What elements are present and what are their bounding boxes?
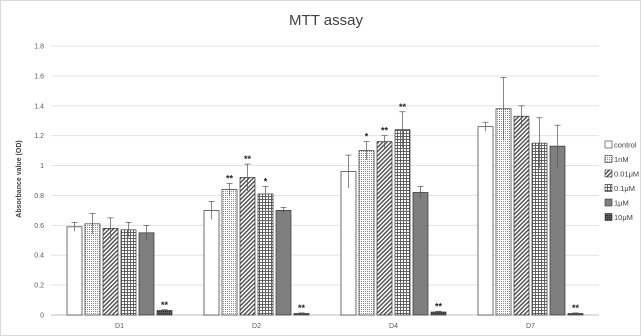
legend-swatch	[604, 213, 613, 221]
legend-swatch	[604, 140, 613, 149]
chart-title: MTT assay	[289, 12, 363, 29]
bar-grid	[257, 193, 274, 316]
significance-marker: **	[244, 154, 252, 164]
x-axis-ticks: D1 D2 D4 D7	[115, 323, 535, 330]
legend-label: 0.01μM	[614, 170, 639, 179]
y-tick-label: 1.6	[34, 73, 44, 80]
significance-marker: **	[572, 303, 580, 313]
y-axis-ticks: 0 0.2 0.4 0.6 0.8 1 1.2 1.4 1.6 1.8	[34, 44, 44, 320]
bar-grid	[531, 142, 548, 316]
bar-solid	[477, 126, 494, 316]
x-tick-label: D1	[115, 323, 124, 330]
x-tick-label: D2	[252, 323, 261, 330]
y-tick-label: 1	[40, 163, 44, 170]
bar-grid	[394, 129, 411, 316]
significance-marker: **	[226, 173, 234, 183]
x-tick-label: D4	[389, 323, 398, 330]
legend-swatch	[604, 198, 613, 207]
bar-darkgray	[549, 145, 566, 316]
legend-label: 1nM	[614, 155, 629, 164]
legend-label: 10μM	[614, 213, 633, 222]
y-tick-label: 0.2	[34, 283, 44, 290]
y-tick-label: 0.4	[34, 253, 44, 260]
legend: control 1nM 0.01μM 0.1μM 1μM 10μM	[604, 140, 639, 222]
y-tick-label: 1.2	[34, 133, 44, 140]
legend-swatch	[604, 169, 613, 178]
legend-label: 0.1μM	[614, 184, 635, 193]
bar-darkgray	[138, 232, 155, 316]
significance-marker: *	[365, 132, 369, 142]
legend-swatch	[604, 184, 613, 192]
significance-marker: **	[298, 303, 306, 313]
bar-darkgray	[275, 210, 292, 316]
legend-label: control	[614, 141, 637, 150]
significance-marker: **	[399, 102, 407, 112]
bar-dots	[221, 189, 238, 316]
y-tick-label: 1.8	[34, 44, 44, 51]
y-tick-label: 1.4	[34, 103, 44, 110]
significance-marker: *	[264, 176, 268, 186]
bar-grid	[120, 229, 137, 316]
bar-darkgray	[412, 192, 429, 316]
significance-marker: **	[161, 300, 169, 310]
y-tick-label: 0.8	[34, 193, 44, 200]
bar-diagonal	[513, 115, 530, 316]
y-axis-label: Absorbance value (OD)	[16, 140, 23, 217]
bar-solid	[66, 226, 83, 316]
significance-marker: **	[381, 126, 389, 136]
y-tick-label: 0	[40, 313, 44, 320]
bar-diagonal	[376, 141, 393, 316]
bar-dots	[358, 150, 375, 316]
bar-diagonal	[102, 227, 119, 316]
legend-label: 1μM	[614, 199, 629, 208]
significance-marker: **	[435, 301, 443, 311]
bar-diagonal	[239, 177, 256, 316]
legend-swatch	[604, 155, 613, 163]
x-tick-label: D7	[526, 323, 535, 330]
bars: **************** **	[66, 77, 584, 316]
y-tick-label: 0.6	[34, 223, 44, 230]
bar-dots	[84, 223, 101, 316]
bar-solid	[340, 171, 357, 316]
bar-solid	[203, 210, 220, 316]
